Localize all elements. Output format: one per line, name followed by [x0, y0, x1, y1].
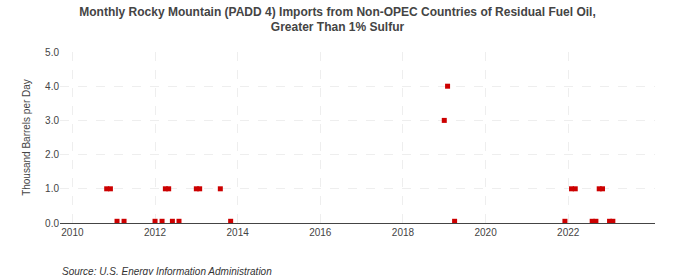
svg-text:Monthly Rocky Mountain (PADD 4: Monthly Rocky Mountain (PADD 4) Imports …	[79, 5, 595, 35]
svg-text:2012: 2012	[144, 227, 167, 238]
svg-text:2010: 2010	[61, 227, 84, 238]
svg-text:0.0: 0.0	[45, 218, 59, 229]
svg-text:2014: 2014	[227, 227, 250, 238]
svg-text:2022: 2022	[557, 227, 580, 238]
svg-text:5.0: 5.0	[45, 47, 59, 58]
svg-text:Source: U.S. Energy Informatio: Source: U.S. Energy Information Administ…	[62, 266, 272, 275]
svg-text:Thousand Barrels per Day: Thousand Barrels per Day	[21, 79, 32, 196]
svg-text:2020: 2020	[474, 227, 497, 238]
svg-text:2018: 2018	[392, 227, 415, 238]
svg-text:2016: 2016	[309, 227, 332, 238]
svg-text:1.0: 1.0	[45, 183, 59, 194]
svg-text:3.0: 3.0	[45, 115, 59, 126]
svg-text:2.0: 2.0	[45, 149, 59, 160]
svg-text:4.0: 4.0	[45, 81, 59, 92]
